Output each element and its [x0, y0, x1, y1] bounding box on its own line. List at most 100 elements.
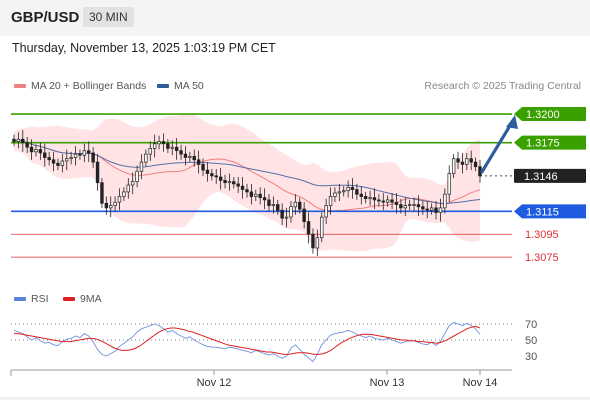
candle — [438, 198, 443, 222]
level-tag-1-3175: 1.3175 — [526, 138, 560, 150]
candle — [16, 132, 21, 149]
rsi-tick-30: 30 — [525, 351, 537, 363]
candle-body — [284, 216, 289, 219]
candle — [65, 149, 69, 171]
candle — [346, 180, 350, 198]
candle — [223, 174, 227, 189]
candle — [82, 143, 87, 163]
candle — [161, 133, 166, 152]
candle-body — [337, 191, 342, 194]
candle-body — [276, 204, 280, 211]
rsi-line — [13, 321, 481, 363]
candle — [174, 138, 179, 160]
candle — [95, 154, 100, 191]
x-tick-label: Nov 13 — [370, 377, 405, 389]
candle — [25, 136, 29, 153]
candle — [451, 154, 456, 179]
candle-body — [240, 185, 245, 190]
candle-body — [82, 150, 87, 156]
legend-item-rsi: RSI — [14, 293, 49, 305]
level-lines-layer — [11, 113, 512, 258]
candle — [148, 141, 152, 161]
candle — [183, 146, 188, 166]
candle — [38, 142, 43, 160]
candle — [284, 207, 289, 228]
candle — [130, 172, 135, 195]
candle-body — [447, 173, 451, 195]
candle — [315, 229, 320, 256]
candle — [12, 134, 16, 147]
last-price-tag: 1.3146 — [524, 171, 558, 183]
candle — [320, 212, 324, 243]
candle-body — [368, 197, 372, 200]
candle-body — [25, 142, 29, 148]
candle-body — [434, 207, 438, 213]
level-tag-bg-1-3175 — [514, 135, 586, 150]
timeframe-badge[interactable]: 30 MIN — [83, 7, 134, 27]
candle — [135, 165, 139, 188]
candle — [43, 143, 47, 167]
candle-body — [249, 191, 254, 197]
candle-body — [350, 186, 355, 190]
candle — [214, 168, 218, 184]
candle — [254, 189, 258, 202]
candle-body — [218, 176, 223, 181]
candle-body — [302, 208, 306, 222]
legend-label-ma50: MA 50 — [174, 80, 204, 92]
candle — [100, 178, 104, 208]
candle-body — [267, 199, 271, 206]
candle-body — [201, 164, 205, 171]
candle-body — [43, 152, 47, 158]
candle — [73, 146, 78, 166]
candle — [350, 178, 355, 199]
candle — [399, 198, 403, 214]
level-tag-bg-1-3115 — [514, 204, 586, 219]
candle — [34, 144, 38, 157]
bollinger-band-layer — [14, 113, 480, 252]
candle-body — [473, 161, 478, 168]
candle-body — [258, 193, 262, 198]
candle — [179, 144, 183, 160]
candle-body — [390, 199, 394, 203]
candle-body — [403, 205, 407, 209]
candle — [91, 147, 95, 168]
legend-label-ma20: MA 20 + Bollinger Bands — [31, 80, 147, 92]
candle-body — [443, 193, 447, 209]
legend-item-ma20: MA 20 + Bollinger Bands — [14, 80, 146, 92]
level-tag-1-3200: 1.3200 — [526, 109, 560, 121]
candle — [333, 187, 337, 203]
candle — [337, 183, 342, 202]
candle — [188, 151, 192, 163]
ma9-swatch — [63, 297, 75, 301]
candle — [324, 198, 328, 224]
projection-arrow-shaft — [480, 122, 513, 174]
candle-body — [183, 153, 188, 158]
candle — [21, 130, 25, 152]
candle-body — [306, 221, 311, 235]
level-tag-1-3115: 1.3115 — [526, 206, 559, 218]
candle-body — [214, 175, 218, 178]
candle-body — [38, 149, 43, 154]
candle — [205, 162, 210, 182]
legend-item-ma50: MA 50 — [157, 80, 204, 92]
chart-datetime: Thursday, November 13, 2025 1:03:19 PM C… — [12, 41, 276, 55]
candle — [363, 191, 368, 204]
candle — [465, 152, 469, 171]
candle — [473, 157, 478, 172]
candle — [443, 188, 447, 214]
candle-body — [460, 161, 465, 165]
candle — [381, 193, 385, 211]
candle — [192, 149, 196, 167]
candle-body — [333, 192, 337, 197]
candle-body — [91, 152, 95, 163]
candle — [210, 168, 214, 181]
rsi-tick-70: 70 — [525, 319, 537, 331]
candle-body — [359, 193, 363, 197]
research-credit: Research © 2025 Trading Central — [424, 80, 581, 92]
candle — [78, 149, 82, 160]
candle — [170, 140, 174, 156]
candle — [122, 187, 126, 202]
candle — [144, 149, 148, 167]
candle-body — [78, 153, 82, 156]
candle — [342, 186, 346, 197]
